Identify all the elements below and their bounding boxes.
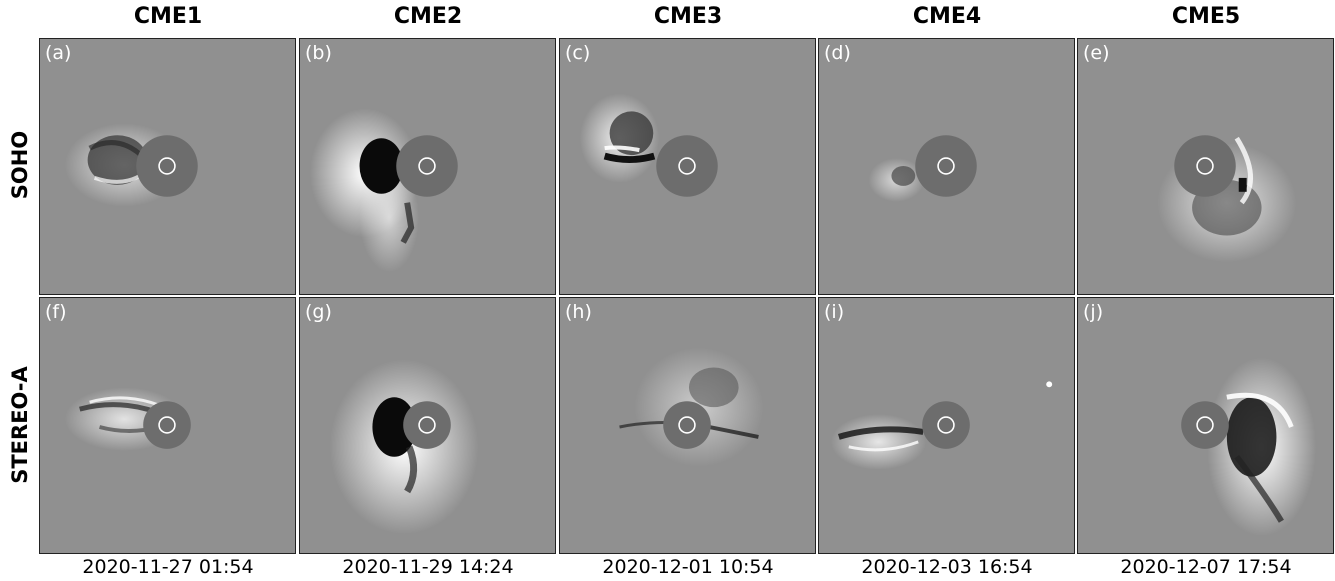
coronagraph-image-c <box>579 93 718 197</box>
panel-e: (e) <box>1077 38 1334 295</box>
panel-label-e: (e) <box>1083 42 1110 64</box>
row-title-stereo-a: STEREO-A <box>8 366 32 484</box>
column-title-cme2: CME2 <box>393 4 463 29</box>
column-title-cme4: CME4 <box>912 4 982 29</box>
date-cme1: 2020-11-27 01:54 <box>82 556 254 578</box>
row-title-soho: SOHO <box>8 130 32 200</box>
panel-label-i: (i) <box>824 301 845 323</box>
panel-label-d: (d) <box>824 42 851 64</box>
coronagraph-image-i <box>830 381 1053 470</box>
panel-h: (h) <box>559 297 816 554</box>
coronagraph-image-j <box>1181 357 1317 537</box>
panel-i: (i) <box>818 297 1075 554</box>
panel-label-b: (b) <box>305 42 332 64</box>
date-cme4: 2020-12-03 16:54 <box>861 556 1033 578</box>
panel-j: (j) <box>1077 297 1334 554</box>
coronagraph-image-a <box>64 123 198 207</box>
coronagraph-image-b <box>309 108 458 273</box>
coronagraph-image-h <box>619 347 764 467</box>
panel-label-f: (f) <box>45 301 67 323</box>
date-cme2: 2020-11-29 14:24 <box>342 556 514 578</box>
panel-label-a: (a) <box>45 42 72 64</box>
date-cme5: 2020-12-07 17:54 <box>1120 556 1292 578</box>
panel-d: (d) <box>818 38 1075 295</box>
column-title-cme1: CME1 <box>133 4 203 29</box>
panel-label-g: (g) <box>305 301 332 323</box>
coronagraph-image-g <box>329 359 479 535</box>
coronagraph-image-e <box>1157 135 1297 263</box>
panel-c: (c) <box>559 38 816 295</box>
panel-a: (a) <box>39 38 296 295</box>
panel-label-j: (j) <box>1083 301 1104 323</box>
coronagraph-image-d <box>868 135 977 202</box>
panel-b: (b) <box>299 38 556 295</box>
panel-f: (f) <box>39 297 296 554</box>
column-title-cme3: CME3 <box>653 4 723 29</box>
panel-label-h: (h) <box>565 301 592 323</box>
date-cme3: 2020-12-01 10:54 <box>602 556 774 578</box>
column-title-cme5: CME5 <box>1171 4 1241 29</box>
panel-label-c: (c) <box>565 42 591 64</box>
coronagraph-image-f <box>64 387 191 451</box>
panel-g: (g) <box>299 297 556 554</box>
